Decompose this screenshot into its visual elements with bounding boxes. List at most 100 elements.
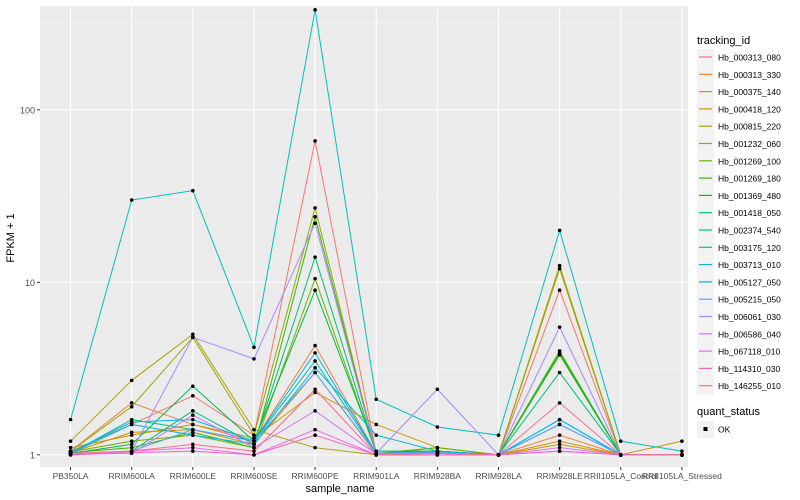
data-point (68, 439, 73, 443)
data-point (557, 445, 562, 450)
data-point (191, 417, 195, 422)
data-point (191, 335, 195, 340)
data-point (313, 390, 317, 395)
legend-label: Hb_006586_040 (718, 329, 781, 339)
data-point (252, 433, 256, 437)
data-point (313, 387, 317, 392)
legend-label: Hb_000815_220 (718, 122, 781, 132)
x-tick-label: RRII105LA_Stressed (642, 471, 722, 481)
data-point (313, 408, 317, 413)
data-point (191, 393, 195, 398)
x-axis-title: sample_name (305, 483, 374, 495)
legend-label: Hb_002374_540 (718, 226, 781, 236)
data-point (313, 445, 317, 450)
data-point (557, 401, 562, 405)
y-tick-label: 1 (30, 450, 35, 460)
data-point (68, 417, 73, 422)
data-point (191, 188, 195, 193)
legend-label: Hb_006061_030 (718, 312, 781, 322)
data-point (191, 332, 195, 337)
legend-label: Hb_003175_120 (718, 243, 781, 253)
data-point (313, 255, 317, 259)
data-point (313, 139, 317, 143)
data-point (129, 449, 134, 453)
legend-label: Hb_114310_030 (718, 364, 781, 374)
data-point (374, 453, 379, 457)
x-tick-label: RRII105LA_Control (584, 471, 658, 481)
x-tick-label: PB350LA (53, 471, 89, 481)
quant-status-legend-items: OK (697, 421, 731, 438)
data-point (374, 422, 379, 427)
legend-label: Hb_000375_140 (718, 87, 781, 97)
data-point (557, 266, 562, 271)
data-point (557, 288, 562, 293)
data-point (618, 439, 623, 443)
legend-point-swatch (703, 427, 708, 431)
data-point (313, 276, 317, 281)
data-point (129, 404, 134, 409)
data-point (496, 433, 501, 437)
data-point (557, 449, 562, 453)
data-point (252, 453, 256, 457)
data-point (129, 445, 134, 450)
y-tick-label: 100 (20, 105, 35, 115)
data-point (313, 370, 317, 375)
legend-label: Hb_001232_060 (718, 139, 781, 149)
x-tick-label: RRIM600LA (109, 471, 156, 481)
x-axis: PB350LA RRIM600LA RRIM600LE RRIM600SE RRIM60… (53, 467, 722, 481)
x-tick-label: RRIM600SE (230, 471, 278, 481)
legend: tracking_id Hb_000313_080Hb_000313_330Hb… (697, 35, 781, 438)
data-point (129, 378, 134, 383)
data-points (68, 8, 684, 457)
data-point (129, 430, 134, 435)
legend-label: Hb_000418_120 (718, 104, 781, 114)
data-point (252, 442, 256, 447)
data-point (374, 397, 379, 402)
data-point (557, 422, 562, 427)
data-point (313, 343, 317, 348)
data-point (313, 427, 317, 432)
legend-label: Hb_001269_100 (718, 156, 781, 166)
data-point (618, 453, 623, 457)
data-point (435, 425, 440, 429)
legend-label: Hb_000313_330 (718, 70, 781, 80)
legend-label: Hb_146255_010 (718, 381, 781, 391)
data-point (496, 453, 501, 457)
data-point (313, 365, 317, 370)
data-point (435, 451, 440, 456)
data-point (680, 439, 684, 443)
legend-title: tracking_id (697, 35, 750, 47)
x-tick-label: RRIM928LE (536, 471, 583, 481)
data-point (557, 417, 562, 422)
legend-label: Hb_001269_180 (718, 174, 781, 184)
data-point (191, 413, 195, 417)
x-tick-label: RRIM600PE (291, 471, 339, 481)
data-point (191, 427, 195, 432)
data-point (129, 439, 134, 443)
legend-label: Hb_067118_010 (718, 347, 781, 357)
data-point (313, 351, 317, 355)
x-tick-label: RRIM600LE (170, 471, 217, 481)
data-point (191, 430, 195, 435)
data-point (313, 214, 317, 219)
data-point (129, 420, 134, 424)
data-point (191, 422, 195, 427)
data-point (313, 221, 317, 226)
data-point (374, 433, 379, 437)
y-axis: 1 10 100 (20, 105, 40, 460)
data-point (313, 8, 317, 12)
data-point (557, 325, 562, 329)
data-point (191, 408, 195, 413)
data-point (129, 198, 134, 202)
data-point (191, 384, 195, 388)
plot-panel (40, 6, 688, 467)
data-point (557, 263, 562, 268)
data-point (129, 401, 134, 405)
data-point (252, 427, 256, 432)
legend-label: Hb_003713_010 (718, 260, 781, 270)
data-point (557, 370, 562, 375)
legend-label: OK (718, 425, 731, 435)
y-axis-title: FPKM + 1 (5, 213, 17, 262)
data-point (557, 439, 562, 443)
data-point (68, 445, 73, 450)
